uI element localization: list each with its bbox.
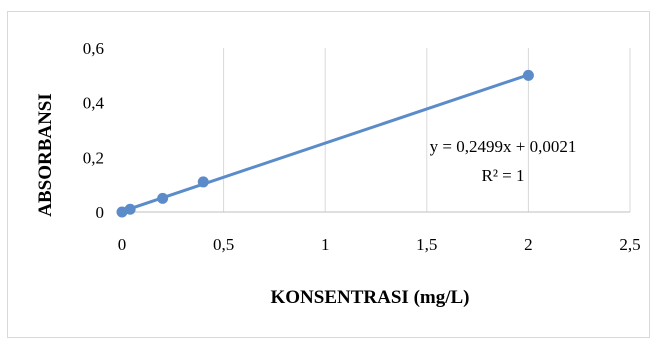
data-point [522,69,534,81]
x-tick-label: 2 [524,235,533,254]
x-tick-label: 1 [321,235,330,254]
y-tick-label: 0,4 [83,94,105,113]
x-tick-label: 2,5 [619,235,640,254]
y-tick-label: 0,2 [83,148,104,167]
data-point-layer [116,69,534,218]
trendline [120,73,530,213]
x-tick-label: 1,5 [416,235,437,254]
data-point [157,192,169,204]
r-squared-label: R² = 1 [481,166,524,185]
data-point [124,203,136,215]
trendline-layer [120,73,530,213]
x-tick-label: 0,5 [213,235,234,254]
y-axis-title: ABSORBANSI [35,93,56,217]
y-tick-label: 0,6 [83,39,104,58]
grid-layer [223,48,631,212]
chart-frame [7,11,650,338]
x-axis-title: KONSENTRASI (mg/L) [271,287,470,308]
trendline-equation: y = 0,2499x + 0,0021 [430,137,577,156]
tick-label-layer: 0 0,5 1 1,5 2 2,5 0 0,2 0,4 0,6 [83,39,641,254]
data-point [197,176,209,188]
y-tick-label: 0 [96,203,105,222]
x-tick-label: 0 [118,235,127,254]
